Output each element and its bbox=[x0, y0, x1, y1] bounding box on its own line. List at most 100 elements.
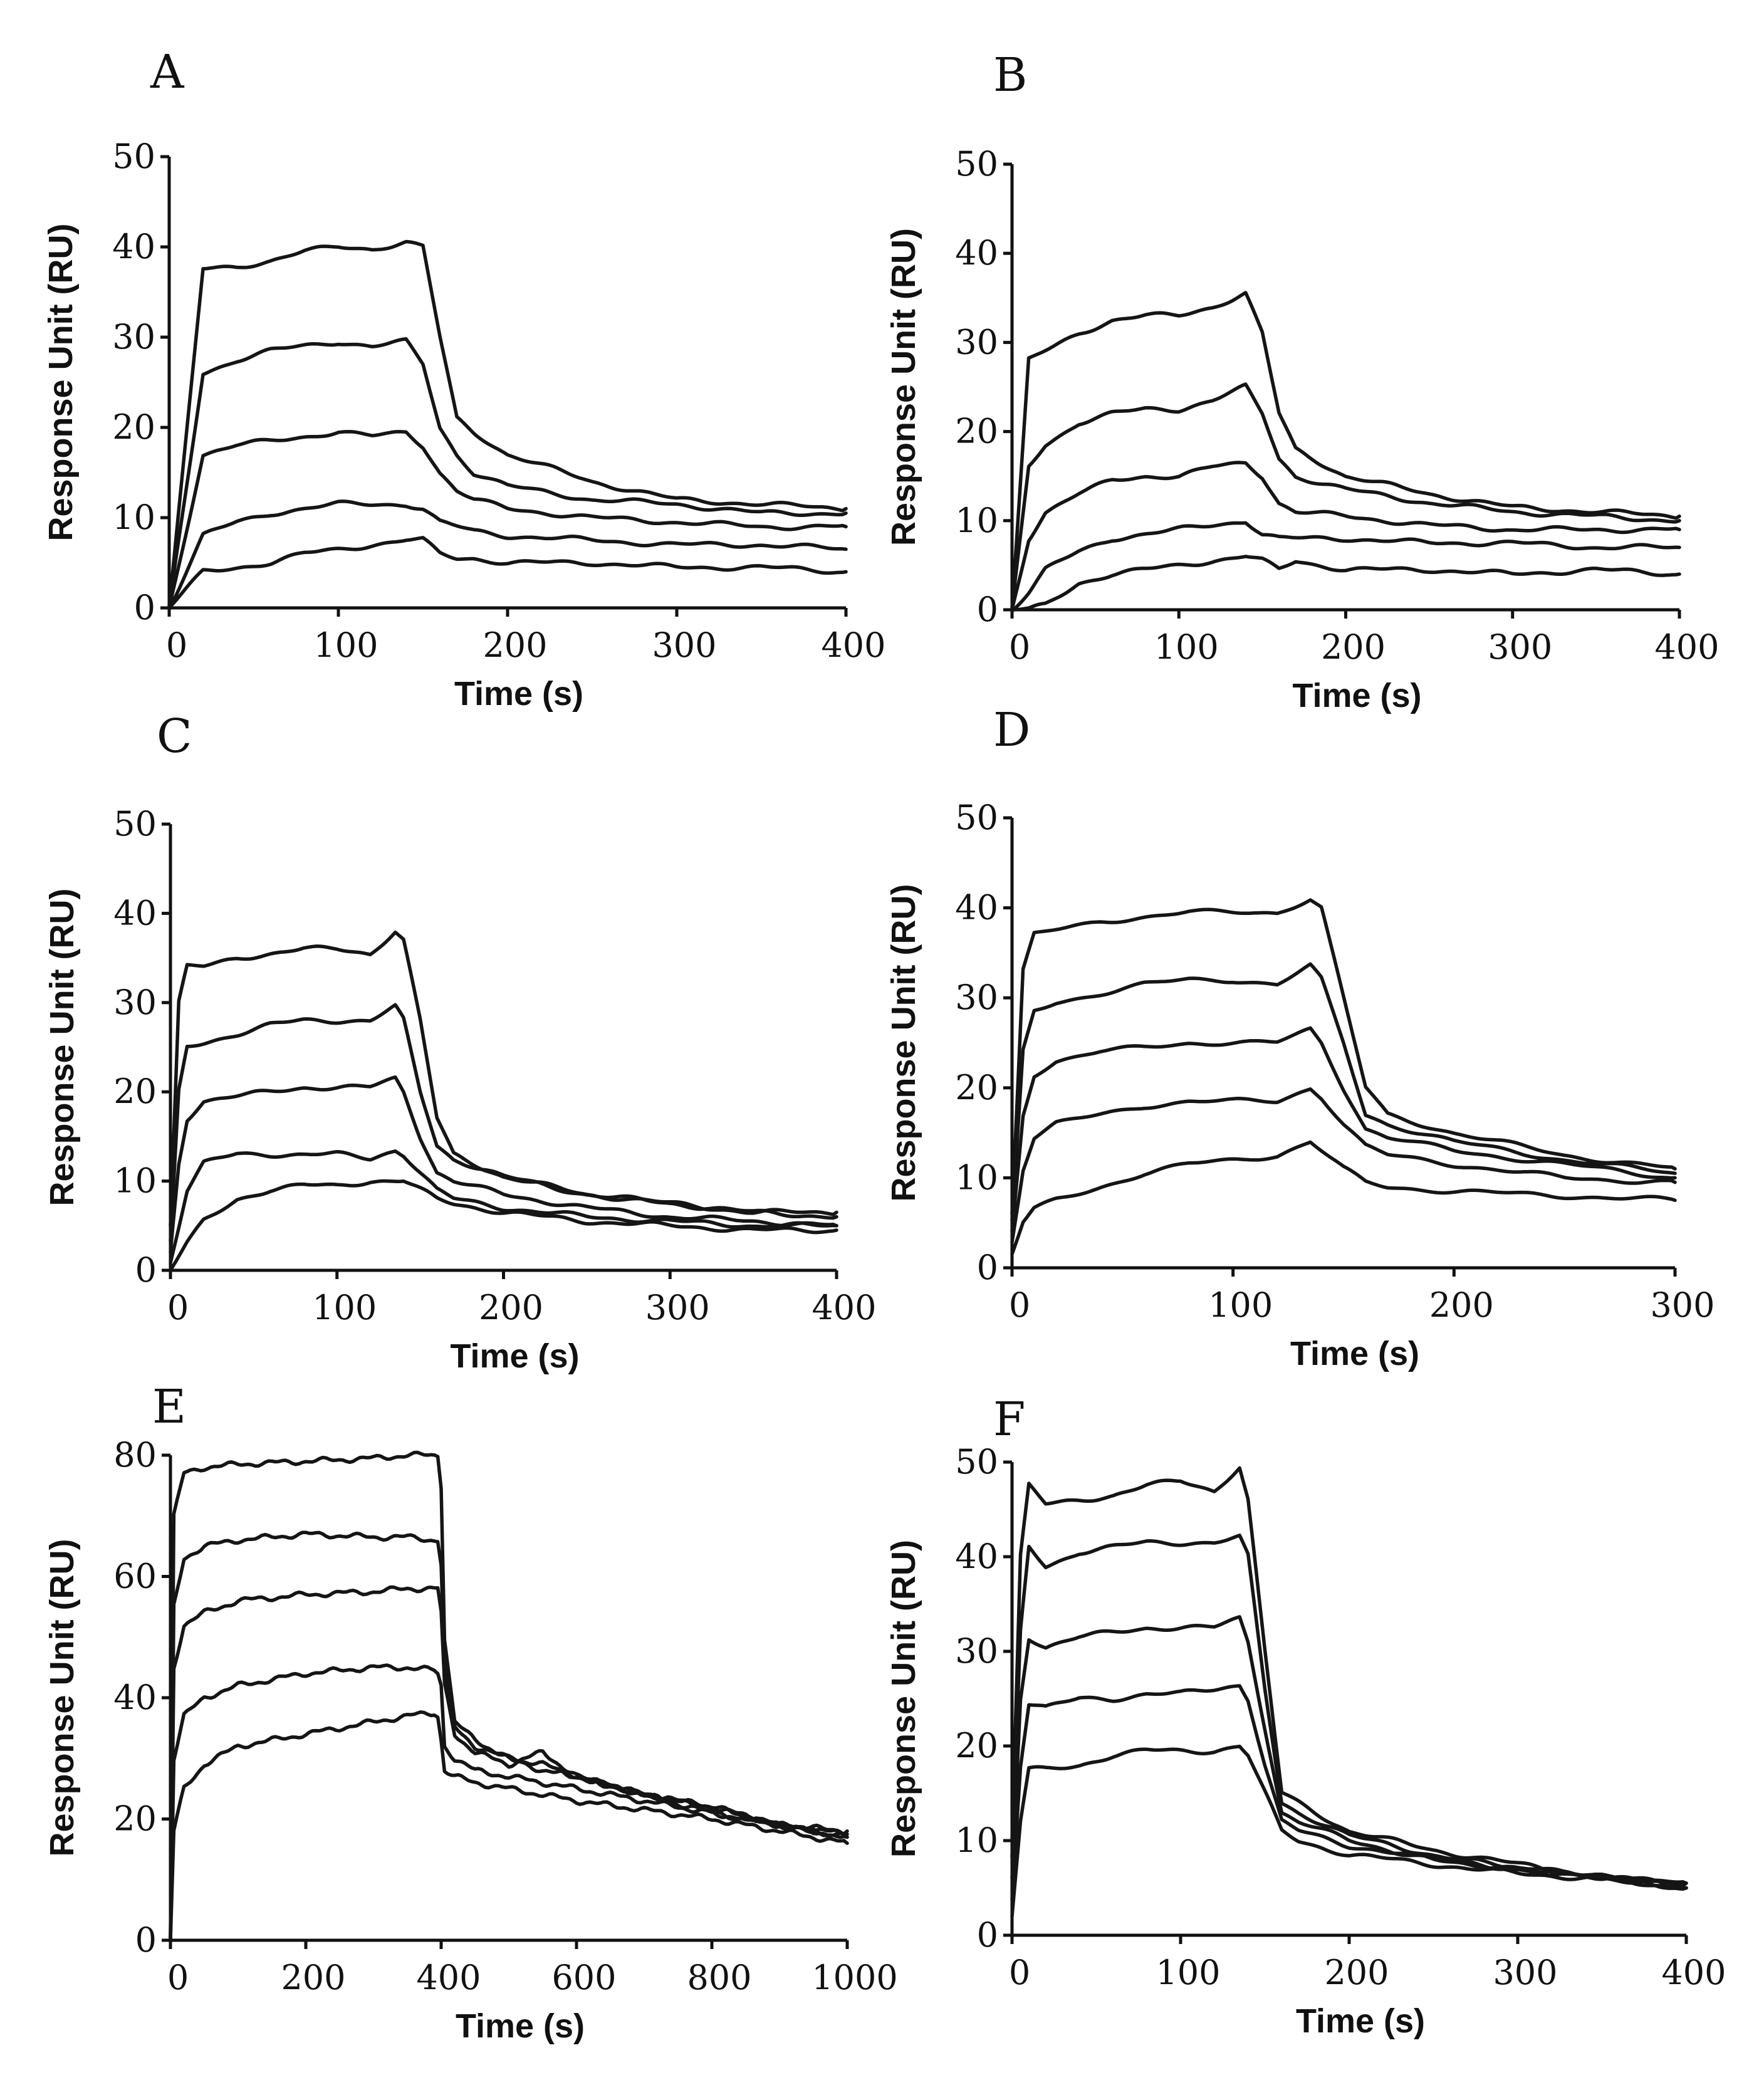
y-tick-label: 0 bbox=[977, 1248, 998, 1287]
y-tick-label: 40 bbox=[955, 233, 998, 273]
x-tick-label: 200 bbox=[483, 625, 547, 665]
series-line-3 bbox=[1010, 461, 1681, 611]
y-tick-label: 10 bbox=[955, 501, 998, 540]
series-line-3 bbox=[1010, 1026, 1677, 1233]
y-tick-label: 30 bbox=[955, 1631, 998, 1671]
series-line-3 bbox=[167, 429, 848, 609]
series-line-3 bbox=[1010, 1615, 1688, 1885]
y-axis-title: Response Unit (RU) bbox=[42, 223, 80, 541]
panel-letter: F bbox=[993, 1393, 1025, 1446]
y-tick-label: 60 bbox=[113, 1557, 157, 1596]
series-line-5 bbox=[167, 536, 848, 610]
series-line-2 bbox=[167, 337, 848, 607]
y-tick-label: 30 bbox=[113, 983, 157, 1022]
x-tick-label: 400 bbox=[1661, 1953, 1726, 1992]
series-line-2 bbox=[1010, 1534, 1688, 1891]
x-tick-label: 100 bbox=[313, 625, 378, 665]
y-tick-label: 20 bbox=[112, 407, 155, 447]
chart-panel-a: A 0 10 20 30 40 50 0 100 200 300 400 Time (s) Respons… bbox=[42, 45, 886, 713]
y-tick-label: 50 bbox=[955, 1442, 998, 1482]
x-tick-label: 0 bbox=[167, 1958, 189, 1997]
series-line-5 bbox=[169, 1710, 849, 1942]
y-tick-label: 40 bbox=[112, 227, 155, 266]
chart-panel-b: B 0 10 20 30 40 50 0 100 200 300 400 Time (s) Respons… bbox=[885, 48, 1720, 714]
y-tick-label: 10 bbox=[955, 1821, 998, 1860]
chart-panel-c: C 0 10 20 30 40 50 0 100 200 300 400 Time (s) Respons… bbox=[43, 709, 877, 1375]
panel-letter: A bbox=[150, 45, 185, 99]
y-tick-label: 10 bbox=[113, 1161, 157, 1201]
y-tick-label: 0 bbox=[135, 1920, 157, 1960]
y-tick-label: 10 bbox=[955, 1158, 998, 1197]
series-line-5 bbox=[1010, 1140, 1677, 1257]
series-line-4 bbox=[1010, 521, 1681, 614]
x-tick-label: 200 bbox=[479, 1288, 543, 1327]
x-axis-title: Time (s) bbox=[1290, 1335, 1419, 1372]
x-axis-title: Time (s) bbox=[450, 1337, 579, 1375]
x-tick-label: 200 bbox=[1324, 1953, 1389, 1992]
series-line-4 bbox=[169, 1149, 838, 1265]
y-tick-label: 20 bbox=[113, 1799, 157, 1839]
y-axis-title: Response Unit (RU) bbox=[885, 1540, 922, 1858]
y-tick-label: 40 bbox=[113, 1678, 157, 1717]
y-tick-label: 30 bbox=[112, 317, 155, 357]
y-tick-label: 20 bbox=[113, 1072, 157, 1111]
y-axis-title: Response Unit (RU) bbox=[43, 1539, 81, 1856]
y-tick-label: 30 bbox=[955, 978, 998, 1017]
x-axis-title: Time (s) bbox=[1296, 2002, 1425, 2040]
x-axis-title: Time (s) bbox=[456, 2007, 585, 2045]
series-line-1 bbox=[1010, 898, 1677, 1216]
panel-letter: D bbox=[993, 703, 1030, 757]
series-line-5 bbox=[169, 1179, 838, 1272]
x-tick-label: 400 bbox=[812, 1288, 876, 1327]
y-axis-title: Response Unit (RU) bbox=[885, 884, 922, 1201]
y-tick-label: 50 bbox=[113, 804, 157, 844]
x-tick-label: 600 bbox=[551, 1958, 616, 1997]
x-tick-label: 1000 bbox=[812, 1958, 897, 1997]
series-line-1 bbox=[169, 930, 838, 1228]
x-axis-title: Time (s) bbox=[1292, 677, 1421, 714]
series-line-3 bbox=[169, 1075, 838, 1254]
series-line-4 bbox=[1010, 1087, 1677, 1245]
y-tick-label: 80 bbox=[113, 1435, 157, 1475]
y-tick-label: 20 bbox=[955, 1726, 998, 1765]
y-tick-label: 20 bbox=[955, 412, 998, 451]
series-line-1 bbox=[167, 239, 848, 610]
series-line-1 bbox=[1010, 1466, 1688, 1888]
y-tick-label: 0 bbox=[977, 590, 998, 629]
x-tick-label: 100 bbox=[1154, 627, 1219, 667]
y-tick-label: 20 bbox=[955, 1068, 998, 1107]
chart-panel-d: D 0 10 20 30 40 50 0 100 200 300 Time (s) Response U… bbox=[885, 703, 1715, 1372]
y-tick-label: 50 bbox=[955, 798, 998, 837]
series-line-1 bbox=[169, 1450, 849, 1942]
y-tick-label: 40 bbox=[955, 888, 998, 928]
x-tick-label: 0 bbox=[1009, 1285, 1030, 1325]
y-tick-label: 40 bbox=[955, 1537, 998, 1576]
x-tick-label: 0 bbox=[1009, 627, 1030, 667]
x-tick-label: 100 bbox=[1208, 1285, 1273, 1325]
x-tick-label: 300 bbox=[1493, 1953, 1557, 1992]
series-line-4 bbox=[1010, 1684, 1688, 1901]
series-line-4 bbox=[167, 499, 848, 612]
x-tick-label: 200 bbox=[281, 1958, 345, 1997]
series-line-5 bbox=[1010, 1744, 1688, 1918]
x-tick-label: 0 bbox=[167, 1288, 189, 1327]
y-tick-label: 0 bbox=[134, 588, 155, 627]
x-tick-label: 800 bbox=[687, 1958, 751, 1997]
x-tick-label: 200 bbox=[1429, 1285, 1494, 1325]
x-tick-label: 0 bbox=[166, 625, 187, 665]
series-line-2 bbox=[1010, 962, 1677, 1222]
x-tick-label: 200 bbox=[1321, 627, 1386, 667]
y-axis-title: Response Unit (RU) bbox=[43, 888, 81, 1206]
y-tick-label: 10 bbox=[112, 498, 155, 537]
series-line-2 bbox=[169, 1003, 838, 1243]
x-tick-label: 100 bbox=[1156, 1953, 1220, 1992]
x-tick-label: 300 bbox=[1488, 627, 1552, 667]
y-tick-label: 0 bbox=[977, 1915, 998, 1955]
panel-letter: B bbox=[993, 48, 1027, 102]
x-tick-label: 400 bbox=[416, 1958, 481, 1997]
x-tick-label: 300 bbox=[652, 625, 716, 665]
panel-letter: E bbox=[152, 1380, 186, 1434]
series-line-3 bbox=[169, 1585, 849, 1942]
